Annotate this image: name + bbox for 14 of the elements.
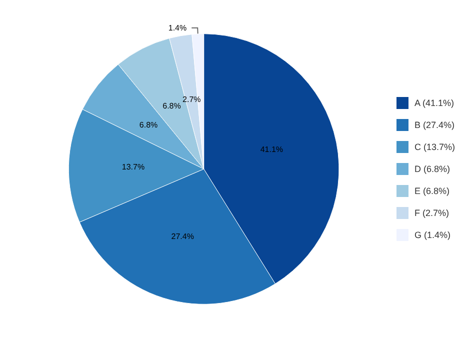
legend-label: C (13.7%) bbox=[414, 142, 456, 152]
data-label: 27.4% bbox=[171, 232, 194, 241]
legend-label: E (6.8%) bbox=[414, 186, 450, 196]
data-label: 2.7% bbox=[182, 94, 201, 104]
legend-label: A (41.1%) bbox=[414, 98, 454, 108]
legend-label: F (2.7%) bbox=[414, 208, 449, 218]
data-label: 13.7% bbox=[122, 162, 145, 172]
data-label: 6.8% bbox=[162, 102, 181, 111]
legend-label: B (27.4%) bbox=[414, 120, 455, 130]
data-label: 41.1% bbox=[260, 145, 284, 154]
data-label: 6.8% bbox=[139, 120, 158, 130]
legend-label: D (6.8%) bbox=[414, 164, 450, 174]
legend-label: G (1.4%) bbox=[414, 230, 450, 240]
data-label: 1.4% bbox=[168, 23, 187, 32]
